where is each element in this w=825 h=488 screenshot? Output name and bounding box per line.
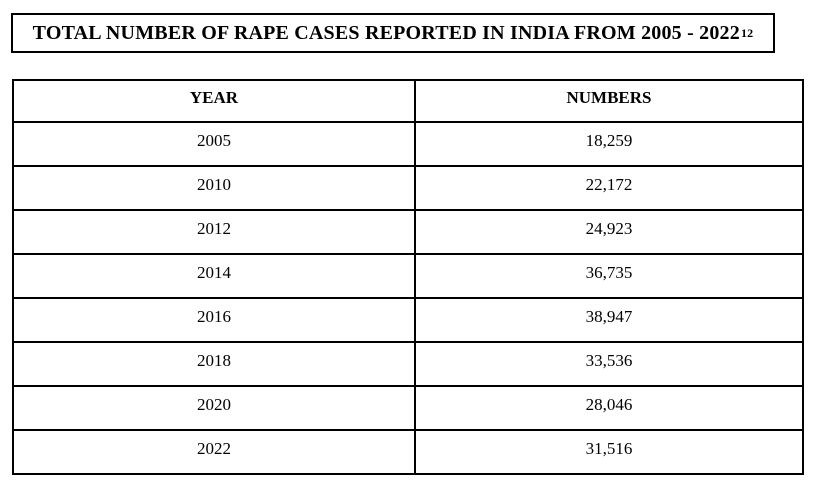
year-cell: 2005 <box>12 121 416 167</box>
numbers-cell: 18,259 <box>414 121 804 167</box>
year-cell: 2022 <box>12 429 416 475</box>
table-row: 2022 31,516 <box>12 429 804 475</box>
year-cell: 2016 <box>12 297 416 343</box>
column-header-year: YEAR <box>12 79 416 123</box>
table-row: 2010 22,172 <box>12 165 804 211</box>
table-row: 2018 33,536 <box>12 341 804 387</box>
title-box: TOTAL NUMBER OF RAPE CASES REPORTED IN I… <box>11 13 775 53</box>
numbers-cell: 36,735 <box>414 253 804 299</box>
year-cell: 2018 <box>12 341 416 387</box>
year-cell: 2012 <box>12 209 416 255</box>
numbers-cell: 38,947 <box>414 297 804 343</box>
table-row: 2020 28,046 <box>12 385 804 431</box>
table-row: 2005 18,259 <box>12 121 804 167</box>
data-table: YEAR NUMBERS 2005 18,259 2010 22,172 201… <box>12 79 804 475</box>
numbers-cell: 24,923 <box>414 209 804 255</box>
page-title: TOTAL NUMBER OF RAPE CASES REPORTED IN I… <box>32 21 740 44</box>
column-header-numbers: NUMBERS <box>414 79 804 123</box>
numbers-cell: 28,046 <box>414 385 804 431</box>
table-row: 2012 24,923 <box>12 209 804 255</box>
numbers-cell: 31,516 <box>414 429 804 475</box>
header-row: YEAR NUMBERS <box>12 79 804 123</box>
year-cell: 2010 <box>12 165 416 211</box>
table-row: 2016 38,947 <box>12 297 804 343</box>
year-cell: 2014 <box>12 253 416 299</box>
numbers-cell: 33,536 <box>414 341 804 387</box>
numbers-cell: 22,172 <box>414 165 804 211</box>
table-row: 2014 36,735 <box>12 253 804 299</box>
year-cell: 2020 <box>12 385 416 431</box>
